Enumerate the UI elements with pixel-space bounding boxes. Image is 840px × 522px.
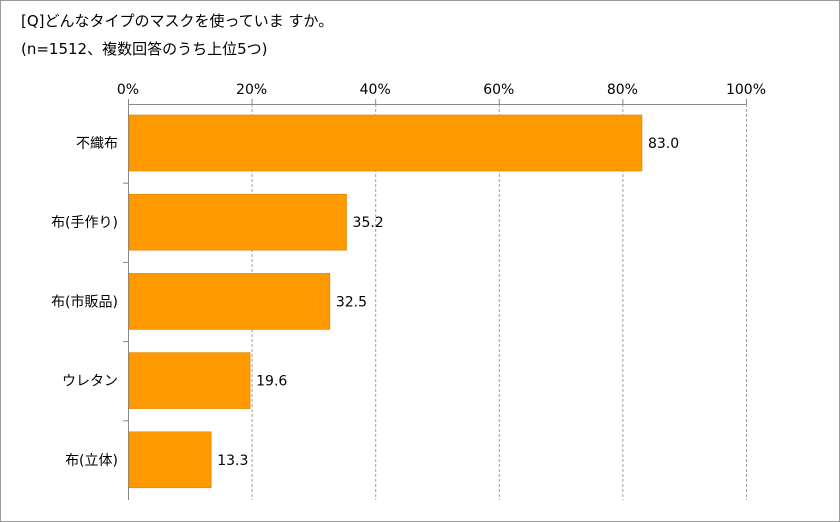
chart-title: [Q]どんなタイプのマスクを使っていま すか。 [21, 12, 334, 30]
x-tick-label: 60% [483, 82, 514, 98]
data-label: 83.0 [648, 136, 679, 152]
x-tick-label: 0% [117, 82, 139, 98]
data-label: 35.2 [353, 215, 384, 231]
data-label: 13.3 [217, 453, 248, 469]
x-tick-label: 40% [360, 82, 391, 98]
data-label: 32.5 [336, 294, 367, 310]
x-tick-label: 20% [236, 82, 267, 98]
category-label: 布(立体) [65, 453, 118, 469]
category-label: 布(手作り) [51, 215, 118, 231]
category-label: 布(市販品) [51, 293, 118, 310]
bar [128, 352, 251, 409]
bar [128, 273, 331, 330]
category-label: 不織布 [76, 136, 118, 152]
bar [128, 114, 643, 172]
chart-subtitle: (n=1512、複数回答のうち上位5つ) [21, 40, 268, 58]
data-label: 19.6 [256, 374, 287, 390]
x-tick-label: 80% [607, 82, 638, 98]
bar [128, 193, 347, 251]
x-tick-label: 100% [726, 82, 766, 98]
category-label: ウレタン [62, 374, 118, 390]
bar [128, 431, 212, 489]
